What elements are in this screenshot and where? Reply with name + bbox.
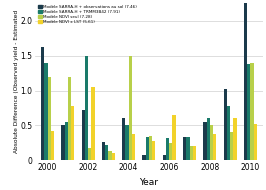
Bar <box>85 56 88 160</box>
Bar <box>193 146 196 160</box>
Bar <box>44 63 48 160</box>
Bar <box>112 153 115 160</box>
Bar <box>126 125 129 160</box>
Bar <box>132 134 135 160</box>
Bar <box>189 146 193 160</box>
Bar <box>224 89 227 160</box>
Bar <box>152 141 155 160</box>
Bar <box>183 137 186 160</box>
Bar <box>244 0 247 160</box>
Bar <box>233 118 236 160</box>
Bar <box>203 122 207 160</box>
Bar <box>149 136 152 160</box>
Bar <box>253 124 257 160</box>
Bar <box>250 63 253 160</box>
Bar <box>213 134 216 160</box>
Bar <box>122 118 126 160</box>
Bar <box>65 122 68 160</box>
Bar <box>68 77 71 160</box>
Bar <box>82 110 85 160</box>
Bar <box>227 106 230 160</box>
Bar <box>51 131 54 160</box>
X-axis label: Year: Year <box>139 177 159 187</box>
Bar <box>41 47 44 160</box>
Bar <box>230 132 233 160</box>
Bar <box>169 143 172 160</box>
Bar <box>186 137 189 160</box>
Bar <box>105 145 109 160</box>
Legend: Modèle SARRA-H + observations au sol (7.46), Modèle SARRA-H + TRMM3B42 (7.91), M: Modèle SARRA-H + observations au sol (7.… <box>38 4 138 25</box>
Bar <box>71 106 74 160</box>
Bar <box>143 155 146 160</box>
Bar <box>92 87 95 160</box>
Bar <box>207 118 210 160</box>
Bar <box>146 137 149 160</box>
Bar <box>61 125 65 160</box>
Bar <box>247 64 250 160</box>
Bar <box>129 56 132 160</box>
Bar <box>163 155 166 160</box>
Bar <box>172 115 176 160</box>
Bar <box>88 148 92 160</box>
Bar <box>102 142 105 160</box>
Bar <box>48 77 51 160</box>
Bar <box>166 138 169 160</box>
Bar <box>109 151 112 160</box>
Bar <box>210 125 213 160</box>
Y-axis label: Absolute Difference (Observed yield - Estimated: Absolute Difference (Observed yield - Es… <box>14 10 19 153</box>
